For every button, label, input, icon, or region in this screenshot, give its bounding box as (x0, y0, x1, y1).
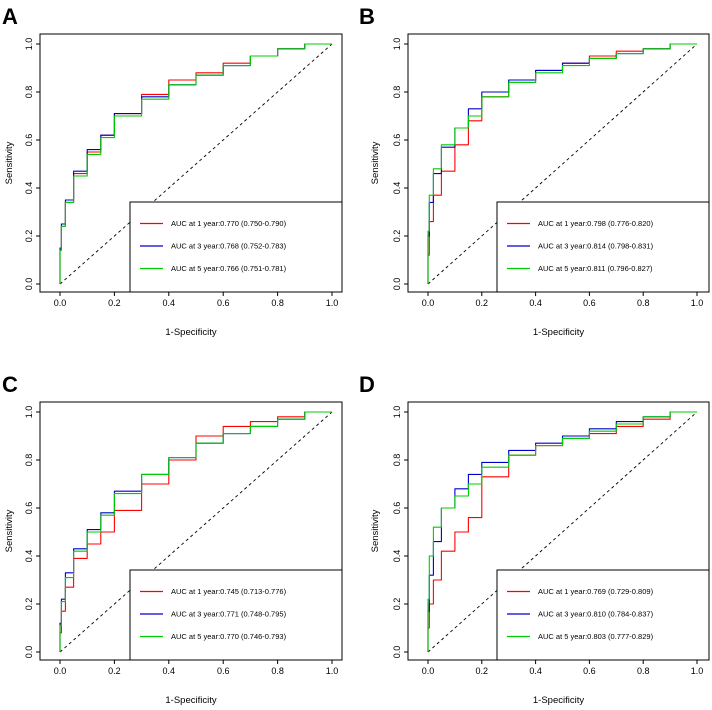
legend-box (129, 569, 343, 661)
panel-letter: D (359, 372, 375, 397)
x-tick-label: 1.0 (326, 298, 339, 308)
panel-letter: B (359, 4, 375, 29)
y-tick-label: 0.4 (392, 550, 402, 563)
legend-entry: AUC at 3 year:0.810 (0.784-0.837) (538, 610, 654, 619)
y-tick-label: 0.2 (24, 598, 34, 611)
x-tick-label: 0.4 (529, 666, 542, 676)
legend: AUC at 1 year:0.798 (0.776-0.820) AUC at … (496, 201, 710, 293)
x-tick-label: 1.0 (691, 298, 704, 308)
y-tick-label: 0.2 (392, 598, 402, 611)
legend-entry: AUC at 5 year:0.803 (0.777-0.829) (538, 632, 654, 641)
legend: AUC at 1 year:0.769 (0.729-0.809) AUC at … (496, 569, 710, 661)
legend-entry: AUC at 1 year:0.745 (0.713-0.776) (171, 587, 287, 596)
y-tick-label: 0.4 (24, 550, 34, 563)
x-tick-label: 0.0 (54, 666, 67, 676)
x-tick-label: 0.6 (583, 666, 596, 676)
y-tick-label: 0.6 (392, 502, 402, 515)
y-tick-label: 0.8 (392, 454, 402, 467)
x-tick-label: 1.0 (326, 666, 339, 676)
x-tick-label: 0.6 (583, 298, 596, 308)
roc-curve-3 (427, 411, 697, 652)
x-tick-label: 0.2 (108, 666, 121, 676)
y-tick-label: 0.8 (392, 86, 402, 99)
y-tick-label: 0.2 (24, 230, 34, 243)
y-tick-label: 1.0 (392, 38, 402, 51)
x-tick-label: 0.6 (217, 666, 230, 676)
y-tick-label: 1.0 (24, 38, 34, 51)
roc-curve-3 (427, 43, 697, 284)
x-tick-label: 0.0 (422, 666, 435, 676)
panel-a: A 0.0 0.2 0.4 0.6 0.8 1.0 0.0 0.2 0.4 0.6 0.8 1.0 1-S… (2, 4, 343, 338)
panel-letter: C (2, 372, 18, 397)
y-axis-label: Sensitivity (4, 509, 15, 552)
y-tick-label: 1.0 (392, 406, 402, 419)
roc-curve-3 (59, 411, 332, 652)
legend-entry: AUC at 5 year:0.770 (0.746-0.793) (171, 632, 287, 641)
y-tick-label: 0.0 (24, 278, 34, 291)
y-tick-label: 0.0 (392, 646, 402, 659)
x-axis-label: 1-Specificity (165, 695, 216, 706)
x-tick-label: 0.8 (637, 298, 650, 308)
panel-b: B 0.0 0.2 0.4 0.6 0.8 1.0 0.0 0.2 0.4 0.6 0.8 1.0 1-S… (359, 4, 710, 338)
x-tick-label: 0.2 (476, 298, 489, 308)
panel-c: C 0.0 0.2 0.4 0.6 0.8 1.0 0.0 0.2 0.4 0.6 0.8 1.0 1-S… (2, 372, 343, 706)
x-tick-label: 1.0 (691, 666, 704, 676)
legend: AUC at 1 year:0.745 (0.713-0.776) AUC at … (129, 569, 343, 661)
x-axis-label: 1-Specificity (165, 327, 216, 338)
legend-box (129, 201, 343, 293)
y-tick-label: 0.4 (24, 182, 34, 195)
x-tick-label: 0.8 (637, 666, 650, 676)
legend-box (496, 569, 710, 661)
x-axis-label: 1-Specificity (533, 695, 584, 706)
legend-entry: AUC at 5 year:0.811 (0.796-0.827) (538, 264, 653, 273)
y-tick-label: 0.6 (24, 134, 34, 147)
legend-entry: AUC at 1 year:0.770 (0.750-0.790) (171, 219, 287, 228)
x-tick-label: 0.0 (422, 298, 435, 308)
y-tick-label: 1.0 (24, 406, 34, 419)
legend-entry: AUC at 3 year:0.814 (0.798-0.831) (538, 242, 654, 251)
x-tick-label: 0.4 (163, 666, 176, 676)
reference-diagonal (59, 411, 333, 653)
legend-entry: AUC at 5 year:0.766 (0.751-0.781) (171, 264, 287, 273)
y-tick-label: 0.8 (24, 86, 34, 99)
reference-diagonal (427, 43, 698, 285)
x-axis-label: 1-Specificity (533, 327, 584, 338)
legend: AUC at 1 year:0.770 (0.750-0.790) AUC at … (129, 201, 343, 293)
x-tick-label: 0.0 (54, 298, 67, 308)
legend-entry: AUC at 1 year:0.798 (0.776-0.820) (538, 219, 654, 228)
x-tick-label: 0.8 (271, 298, 284, 308)
roc-curve-3 (59, 43, 332, 284)
panel-letter: A (2, 4, 18, 29)
y-tick-label: 0.2 (392, 230, 402, 243)
y-tick-label: 0.8 (24, 454, 34, 467)
y-axis-label: Sensitivity (370, 141, 381, 184)
legend-entry: AUC at 3 year:0.771 (0.748-0.795) (171, 610, 287, 619)
y-tick-label: 0.6 (24, 502, 34, 515)
reference-diagonal (427, 411, 698, 653)
roc-curve-1 (427, 411, 697, 652)
y-tick-label: 0.0 (24, 646, 34, 659)
panel-d: D 0.0 0.2 0.4 0.6 0.8 1.0 0.0 0.2 0.4 0.6 0.8 1.0 1-S… (359, 372, 710, 706)
legend-entry: AUC at 3 year:0.768 (0.752-0.783) (171, 242, 287, 251)
x-tick-label: 0.2 (108, 298, 121, 308)
y-axis-label: Sensitivity (370, 509, 381, 552)
y-tick-label: 0.0 (392, 278, 402, 291)
x-tick-label: 0.2 (476, 666, 489, 676)
y-tick-label: 0.6 (392, 134, 402, 147)
reference-diagonal (59, 43, 333, 285)
y-axis-label: Sensitivity (4, 141, 15, 184)
x-tick-label: 0.4 (529, 298, 542, 308)
legend-box (496, 201, 710, 293)
x-tick-label: 0.4 (163, 298, 176, 308)
x-tick-label: 0.8 (271, 666, 284, 676)
x-tick-label: 0.6 (217, 298, 230, 308)
y-tick-label: 0.4 (392, 182, 402, 195)
legend-entry: AUC at 1 year:0.769 (0.729-0.809) (538, 587, 654, 596)
